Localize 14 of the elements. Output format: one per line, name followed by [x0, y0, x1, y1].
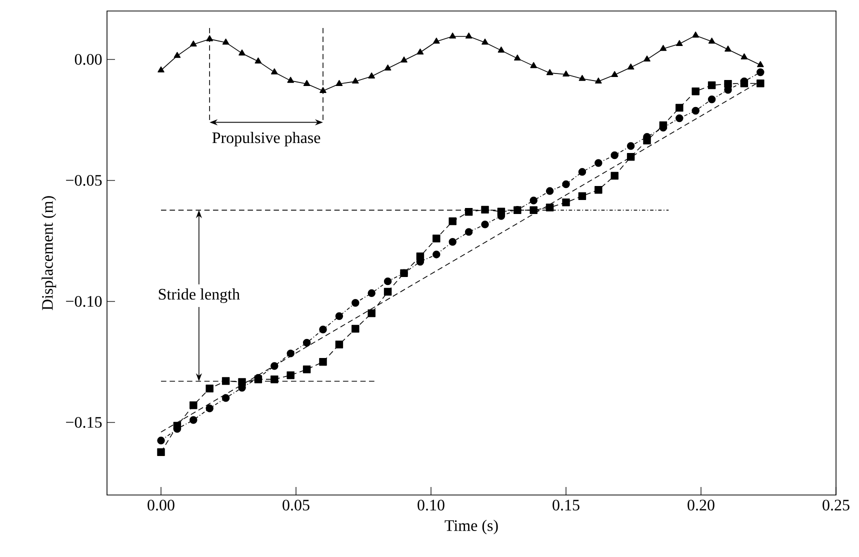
- x-tick-label: 0.15: [552, 500, 580, 511]
- x-tick-label: 0.20: [688, 500, 714, 511]
- x-tick-label: 0.05: [282, 500, 310, 511]
- y-tick-label: −0.05: [66, 174, 102, 186]
- y-tick-label: −0.15: [66, 416, 102, 428]
- annotation: Propulsive phase: [212, 132, 320, 146]
- x-tick-label: 0.25: [822, 500, 850, 511]
- annotation: Stride length: [158, 288, 240, 303]
- x-tick-label: 0.10: [418, 500, 444, 511]
- x-tick-label: 0.00: [148, 500, 174, 511]
- y-tick-label: 0.00: [74, 54, 102, 65]
- y-tick-label: −0.10: [66, 296, 102, 307]
- x-axis-title: Time (s): [444, 520, 498, 534]
- y-axis-title: Displacement (m): [42, 196, 56, 310]
